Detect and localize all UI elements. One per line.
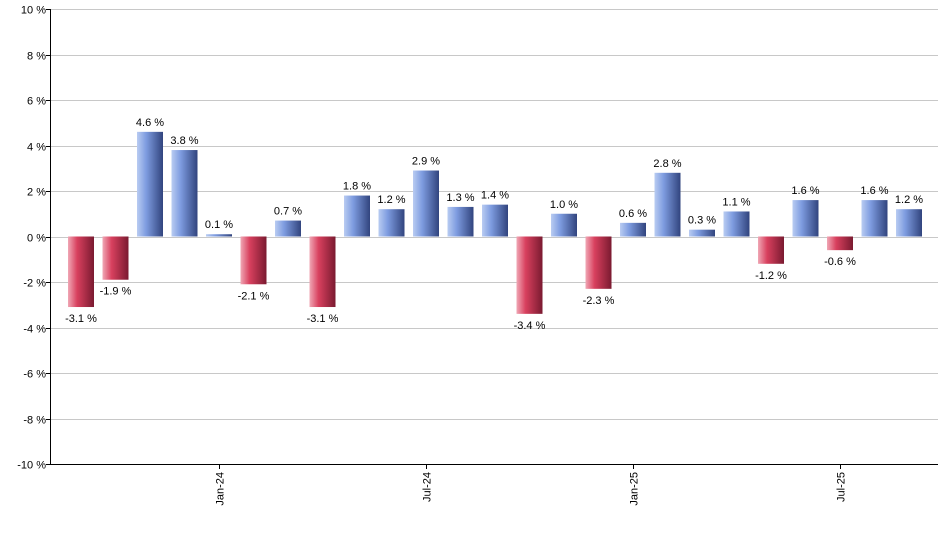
y-tick-label: 0 % [27,233,46,245]
data-label: 1.0 % [550,199,578,211]
data-label: -3.1 % [307,313,339,325]
data-label: 1.6 % [860,185,888,197]
y-tick-label: -6 % [23,369,46,381]
bar [482,204,508,237]
bar [137,131,163,237]
bar [758,236,784,264]
data-label: -1.2 % [755,270,787,282]
data-label: 3.8 % [170,135,198,147]
y-tick-label: 4 % [27,142,46,154]
bar [723,211,750,237]
bar [689,229,715,237]
bar [792,200,819,237]
data-label: -1.9 % [100,286,132,298]
bar [309,236,336,308]
data-label: 1.6 % [791,185,819,197]
data-label: -2.3 % [583,295,615,307]
bar [275,220,301,237]
data-label: 1.1 % [722,196,750,208]
bar [516,236,543,314]
data-label: 1.2 % [377,194,405,206]
y-tick-label: -8 % [23,415,46,427]
bar [68,236,94,308]
bar [896,209,922,237]
data-label: 1.8 % [343,181,371,193]
x-tick-label: Jul-24 [422,472,434,502]
bar [861,200,888,237]
data-label: 2.8 % [653,158,681,170]
axes: 10 % 8 % 6 % 4 % 2 % 0 % -2 % -4 % -6 % -8 % -10 %… [17,5,938,506]
bar [447,206,474,237]
y-tick-label: 10 % [21,5,46,17]
bar [171,150,198,237]
data-label: 4.6 % [136,117,164,129]
bar [206,234,232,237]
data-label: 1.4 % [481,190,509,202]
data-label: 0.1 % [205,219,233,231]
data-label: 1.3 % [446,192,474,204]
bar [827,236,853,251]
data-label: 1.2 % [895,194,923,206]
gridlines [50,9,938,465]
bars [68,131,922,314]
x-tick-label: Jan-24 [215,472,227,506]
x-tick-label: Jan-25 [629,472,641,506]
data-label: 0.6 % [619,208,647,220]
bar [551,213,577,237]
y-tick-label: 8 % [27,51,46,63]
x-tick-label: Jul-25 [836,472,848,502]
y-tick-label: 2 % [27,187,46,199]
bar [344,195,370,237]
bar [413,170,439,237]
bar [620,222,646,237]
data-labels: -3.1 % -1.9 % 4.6 % 3.8 % 0.1 % -2.1 % 0.7 % -3… [65,117,923,332]
data-label: -2.1 % [238,290,270,302]
bar [102,236,129,280]
data-label: -3.1 % [65,313,97,325]
data-label: -0.6 % [824,256,856,268]
y-tick-label: -4 % [23,324,46,336]
data-label: 2.9 % [412,156,440,168]
data-label: 0.3 % [688,215,716,227]
bar [378,209,405,237]
bar [654,172,681,237]
data-label: -3.4 % [514,320,546,332]
bar [585,236,612,289]
data-label: 0.7 % [274,206,302,218]
bar [240,236,267,285]
y-tick-label: 6 % [27,96,46,108]
y-tick-label: -2 % [23,278,46,290]
y-tick-label: -10 % [17,460,46,472]
